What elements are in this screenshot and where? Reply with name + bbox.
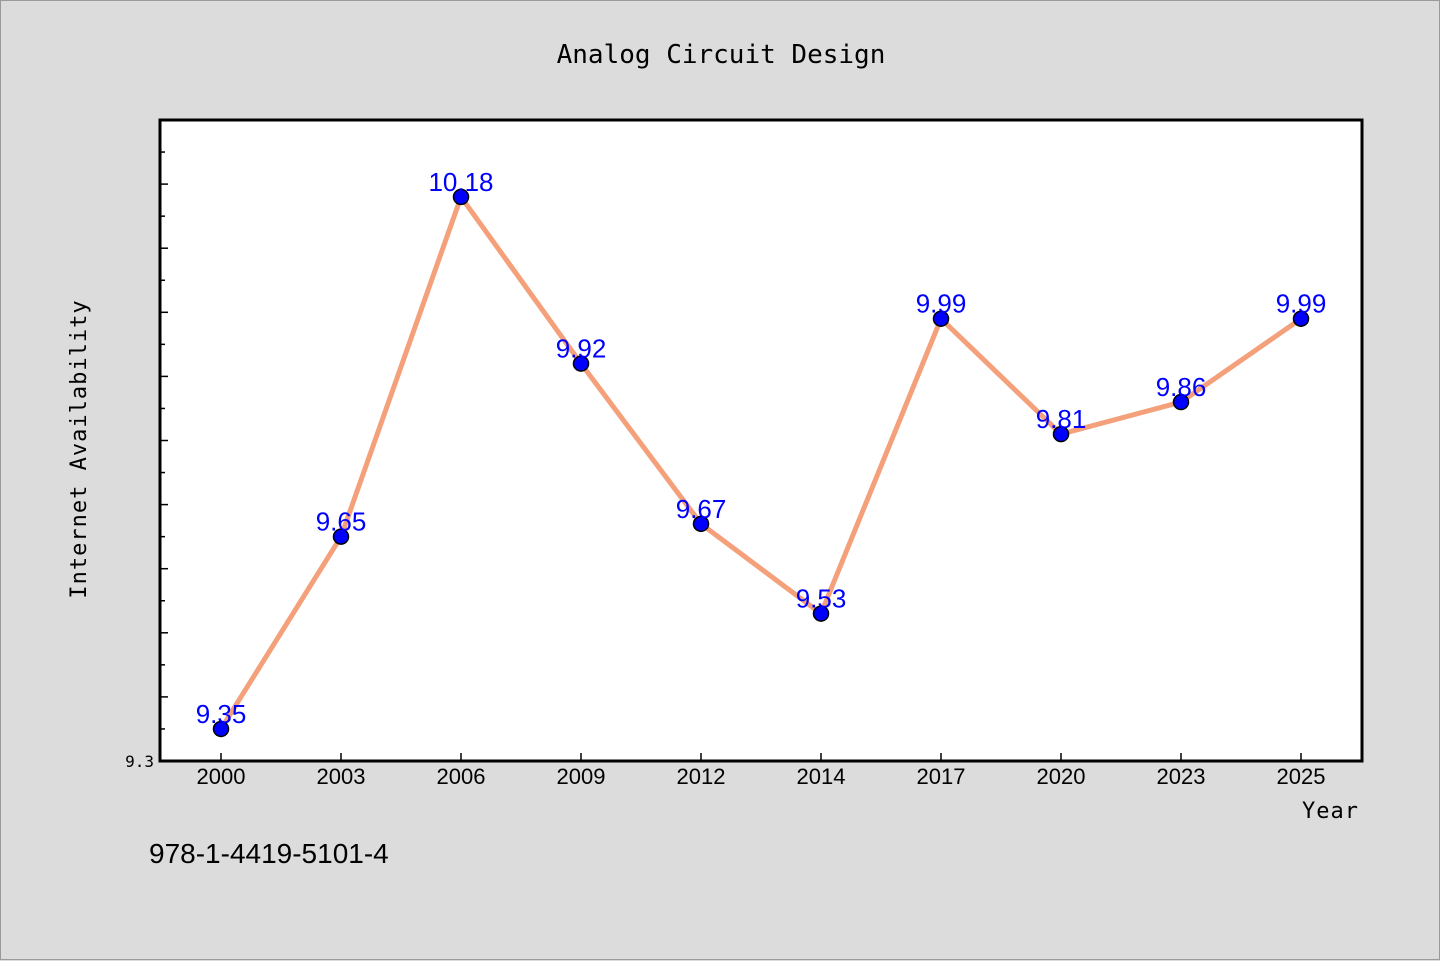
x-tick-label: 2020 bbox=[1037, 764, 1086, 789]
data-markers bbox=[212, 188, 1310, 738]
data-point bbox=[1172, 393, 1190, 411]
x-tick-label: 2014 bbox=[797, 764, 846, 789]
x-tick-label: 2012 bbox=[677, 764, 726, 789]
data-point bbox=[1292, 310, 1310, 327]
data-label: 9.81 bbox=[1036, 404, 1087, 434]
y-axis-label: Internet Availability bbox=[67, 299, 92, 598]
x-tick-label: 2023 bbox=[1157, 764, 1206, 789]
x-axis-label: Year bbox=[1302, 799, 1359, 824]
data-label: 9.35 bbox=[196, 699, 247, 729]
chart-title: Analog Circuit Design bbox=[557, 40, 886, 70]
x-tick-label: 2025 bbox=[1277, 764, 1326, 789]
data-label: 9.99 bbox=[1276, 289, 1327, 319]
y-tick-label: 9.3 bbox=[125, 752, 154, 771]
data-point bbox=[572, 355, 590, 372]
data-label: 10.18 bbox=[428, 167, 493, 197]
x-tick-label: 2017 bbox=[917, 764, 966, 789]
x-axis-ticks: 2000 2003 2006 2009 2012 2014 2017 2020 2023 2025 bbox=[197, 753, 1326, 789]
data-point bbox=[812, 605, 830, 622]
data-point bbox=[332, 528, 350, 545]
x-tick-label: 2000 bbox=[197, 764, 246, 789]
data-point bbox=[212, 720, 230, 738]
data-point bbox=[1052, 425, 1070, 443]
data-point bbox=[692, 515, 710, 533]
data-label: 9.67 bbox=[676, 494, 727, 524]
data-label: 9.99 bbox=[916, 289, 967, 319]
data-label: 9.86 bbox=[1156, 372, 1207, 402]
x-tick-label: 2009 bbox=[557, 764, 606, 789]
y-axis-ticks bbox=[160, 119, 168, 762]
x-tick-label: 2006 bbox=[437, 764, 486, 789]
data-label: 9.53 bbox=[796, 584, 847, 614]
data-point bbox=[452, 188, 470, 206]
data-point bbox=[932, 310, 950, 327]
data-label: 9.65 bbox=[316, 507, 367, 537]
data-labels: 9.35 9.65 10.18 9.92 9.67 9.53 9.99 9.81 9.86 9.9… bbox=[196, 167, 1327, 729]
plot-area bbox=[158, 118, 1364, 763]
footnote-isbn: 978-1-4419-5101-4 bbox=[149, 838, 389, 869]
series-line bbox=[218, 194, 1303, 731]
x-tick-label: 2003 bbox=[317, 764, 366, 789]
data-label: 9.92 bbox=[556, 334, 607, 364]
